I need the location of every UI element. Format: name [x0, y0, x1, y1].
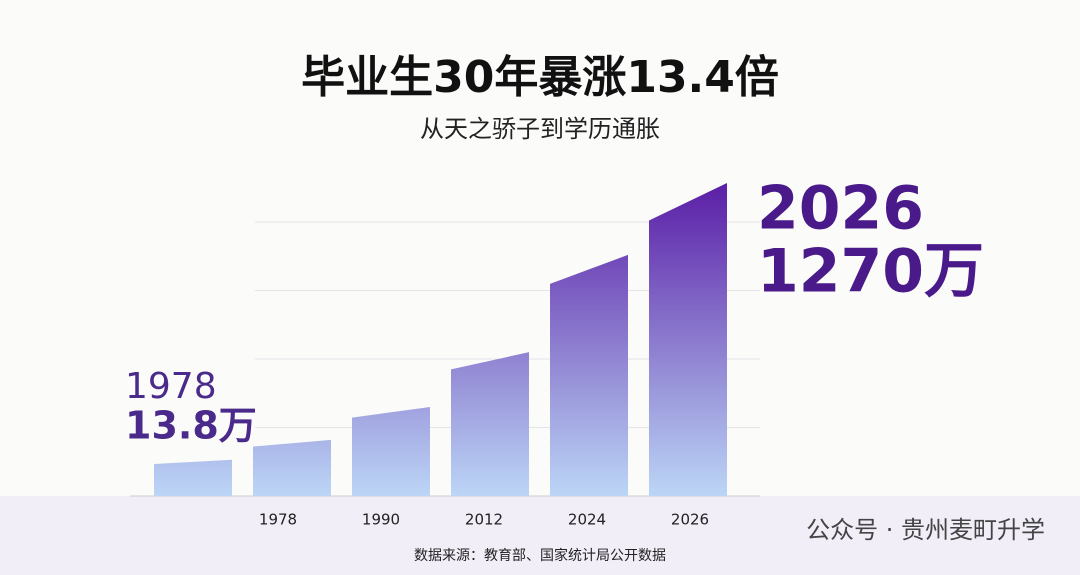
- end-year: 2026: [757, 174, 924, 244]
- bar: [253, 439, 331, 496]
- start-year: 1978: [125, 366, 217, 407]
- x-tick-label: 1990: [362, 511, 400, 529]
- end-value: 1270万: [757, 237, 984, 307]
- x-tick-label: 2026: [671, 511, 709, 529]
- start-value: 13.8万: [125, 404, 257, 448]
- x-tick-label: 2012: [465, 511, 503, 529]
- x-tick-label: 2024: [568, 511, 606, 529]
- footer-band: [0, 496, 1080, 575]
- bar: [352, 406, 430, 496]
- source-note: 数据来源：教育部、国家统计局公开数据: [414, 547, 666, 564]
- bar: [154, 459, 232, 496]
- bar: [550, 254, 628, 496]
- chart-subtitle: 从天之骄子到学历通胀: [420, 115, 660, 143]
- watermark: 公众号 · 贵州麦町升学: [806, 516, 1045, 544]
- chart-title: 毕业生30年暴涨13.4倍: [301, 52, 779, 103]
- x-tick-label: 1978: [259, 511, 297, 529]
- bar: [451, 352, 529, 496]
- bar: [649, 182, 727, 496]
